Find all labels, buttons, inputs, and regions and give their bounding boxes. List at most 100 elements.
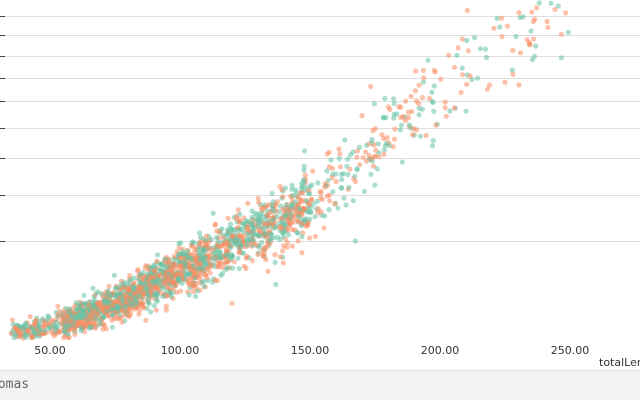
scatter-point xyxy=(231,227,237,233)
scatter-point xyxy=(558,31,565,37)
scatter-point xyxy=(301,167,307,173)
scatter-point xyxy=(91,294,97,300)
scatter-point xyxy=(391,96,397,102)
scatter-point xyxy=(368,83,374,90)
scatter-point xyxy=(412,88,418,94)
scatter-point xyxy=(164,293,170,299)
scatter-point xyxy=(299,234,305,240)
scatter-point xyxy=(86,325,93,331)
scatter-point xyxy=(237,211,243,217)
scatter-point xyxy=(197,240,203,246)
scatter-point xyxy=(312,233,318,239)
scatter-point xyxy=(235,255,241,261)
scatter-point xyxy=(497,24,503,30)
scatter-point xyxy=(260,253,266,259)
scatter-point xyxy=(153,297,159,303)
scatter-point xyxy=(294,229,300,236)
scatter-point xyxy=(298,199,304,205)
scatter-point xyxy=(52,323,58,329)
scatter-point xyxy=(163,307,169,313)
scatter-point xyxy=(307,216,313,222)
scatter-point xyxy=(72,327,78,333)
scatter-point xyxy=(55,312,61,318)
scatter-point xyxy=(282,185,288,191)
scatter-point xyxy=(108,307,114,313)
scatter-point xyxy=(30,326,36,332)
scatter-point xyxy=(477,46,483,52)
scatter-point xyxy=(498,15,505,21)
scatter-point xyxy=(304,198,310,204)
scatter-point xyxy=(430,100,436,106)
scatter-point xyxy=(81,292,87,298)
scatter-point xyxy=(178,255,184,261)
scatter-point xyxy=(293,204,299,210)
scatter-point xyxy=(502,79,508,85)
scatter-point xyxy=(111,272,117,278)
scatter-point xyxy=(204,266,210,272)
scatter-point xyxy=(90,285,96,291)
y-axis-ticks xyxy=(0,16,5,242)
scatter-point xyxy=(211,255,217,261)
x-tick-label: 200.00 xyxy=(421,344,460,357)
scatter-point xyxy=(214,242,220,248)
scatter-point xyxy=(23,320,29,326)
scatter-point xyxy=(555,3,561,9)
scatter-point xyxy=(288,207,294,213)
scatter-point xyxy=(531,36,537,42)
scatter-point xyxy=(124,280,130,286)
scatter-point xyxy=(162,256,168,262)
scatter-point xyxy=(155,285,161,291)
scatter-point xyxy=(302,148,308,154)
scatter-point xyxy=(326,149,332,155)
scatter-point xyxy=(336,146,342,152)
scatter-point xyxy=(46,314,52,320)
scatter-point xyxy=(105,288,111,294)
scatter-point xyxy=(280,234,286,240)
scatter-point xyxy=(417,133,424,139)
scatter-point xyxy=(406,115,412,121)
scatter-point xyxy=(516,10,522,16)
scatter-point xyxy=(192,246,198,253)
scatter-point xyxy=(510,47,516,54)
scatter-point xyxy=(426,95,433,101)
scatter-point xyxy=(67,322,73,328)
scatter-point xyxy=(189,239,196,245)
scatter-point xyxy=(130,284,136,290)
scatter-point xyxy=(467,73,473,79)
scatter-point xyxy=(66,309,72,315)
scatter-point xyxy=(336,156,342,162)
scatter-point xyxy=(338,171,344,178)
scatter-point xyxy=(368,171,374,177)
scatter-point xyxy=(403,98,409,104)
scatter-point xyxy=(360,155,366,161)
scatter-point xyxy=(429,143,435,149)
scatter-point xyxy=(233,215,239,222)
x-tick-label: 50.00 xyxy=(34,344,66,357)
scatter-point xyxy=(197,261,203,267)
scatter-point xyxy=(261,244,267,250)
scatter-point xyxy=(21,326,27,332)
scatter-point xyxy=(269,190,275,197)
scatter-point xyxy=(459,65,465,71)
scatter-point xyxy=(532,16,538,22)
scatter-point xyxy=(139,285,146,291)
scatter-point xyxy=(373,147,379,153)
scatter-point xyxy=(136,307,143,313)
scatter-point xyxy=(153,307,159,313)
scatter-point xyxy=(310,168,316,174)
scatter-point xyxy=(107,292,113,298)
scatter-point xyxy=(431,67,437,74)
scatter-point xyxy=(333,171,339,177)
scatter-point xyxy=(82,300,88,306)
scatter-point xyxy=(196,265,202,271)
scatter-point xyxy=(429,89,435,95)
scatter-point xyxy=(90,308,96,315)
scatter-point xyxy=(302,172,308,178)
scatter-point xyxy=(91,304,98,310)
scatter-point xyxy=(223,266,229,272)
scatter-point xyxy=(491,25,497,31)
scatter-point xyxy=(87,315,94,321)
scatter-point xyxy=(31,320,38,326)
scatter-point xyxy=(238,243,244,249)
scatter-point xyxy=(240,250,247,256)
